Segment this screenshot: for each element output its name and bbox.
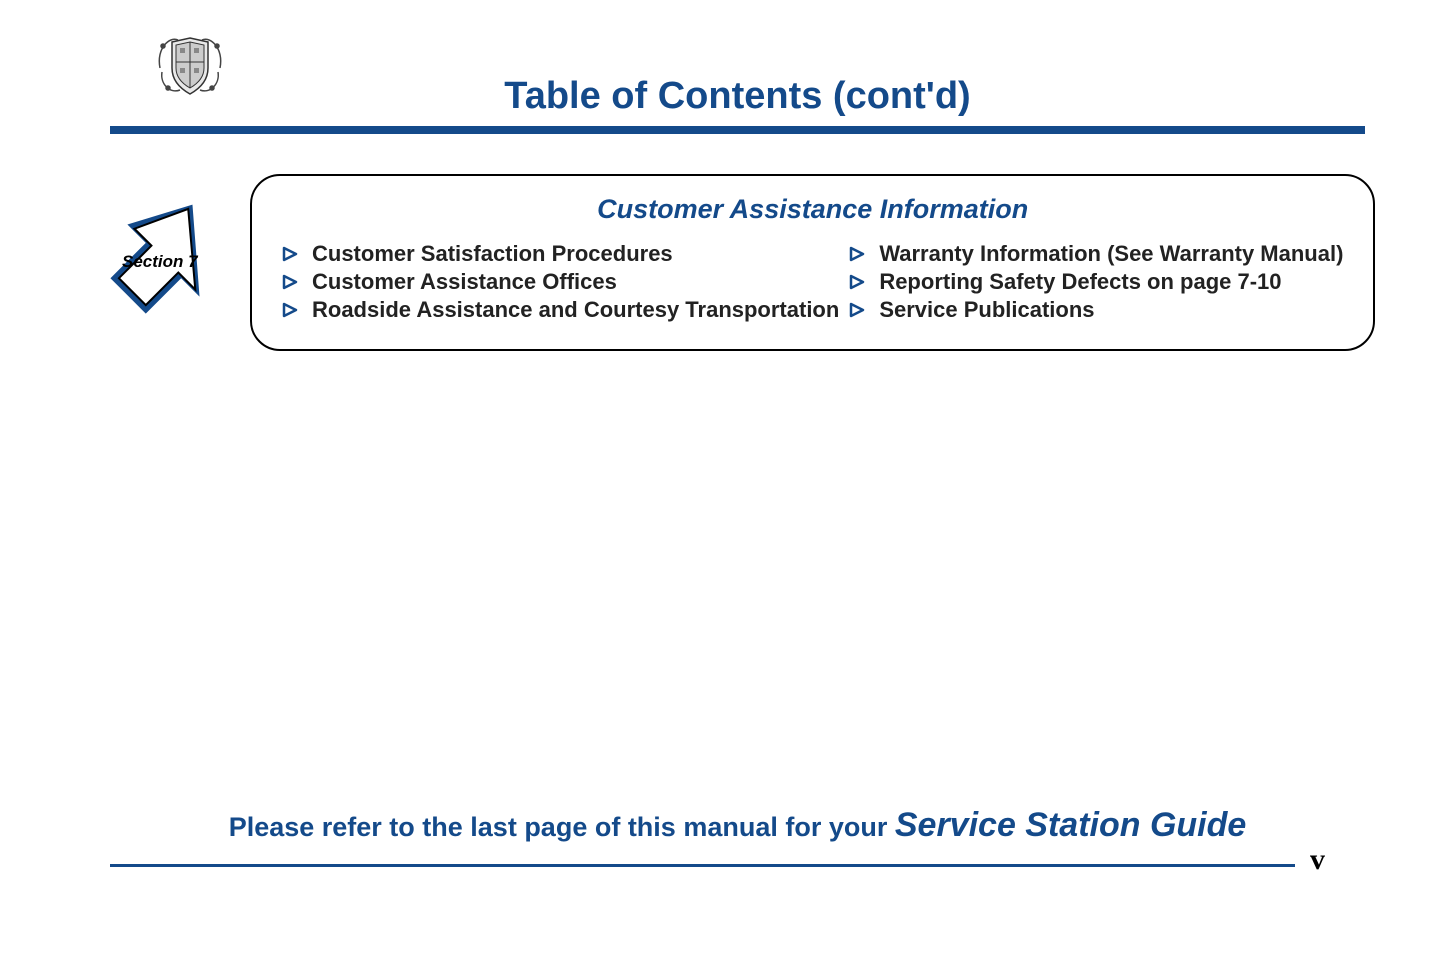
right-column: Warranty Information (See Warranty Manua… [849, 239, 1343, 325]
left-column: Customer Satisfaction Procedures Custome… [282, 239, 839, 325]
section-arrow: Section 7 [100, 194, 240, 334]
bullet-icon [282, 274, 300, 290]
toc-item-label: Service Publications [879, 297, 1094, 323]
brand-crest-icon [150, 28, 230, 113]
bullet-icon [849, 274, 867, 290]
footer-note: Please refer to the last page of this ma… [110, 806, 1365, 845]
section-box-title: Customer Assistance Information [282, 194, 1343, 225]
bullet-icon [282, 246, 300, 262]
section-columns: Customer Satisfaction Procedures Custome… [282, 239, 1343, 325]
toc-item-label: Customer Satisfaction Procedures [312, 241, 673, 267]
toc-item-label: Warranty Information (See Warranty Manua… [879, 241, 1343, 267]
toc-item[interactable]: Customer Satisfaction Procedures [282, 241, 839, 267]
page-header: Table of Contents (cont'd) [110, 20, 1365, 120]
footer-emphasis-text: Service Station Guide [895, 806, 1246, 844]
section-arrow-label: Section 7 [122, 252, 198, 272]
toc-item[interactable]: Service Publications [849, 297, 1343, 323]
page-title: Table of Contents (cont'd) [110, 20, 1365, 118]
bullet-icon [849, 302, 867, 318]
toc-item[interactable]: Reporting Safety Defects on page 7-10 [849, 269, 1343, 295]
section-box: Customer Assistance Information Customer… [250, 174, 1375, 351]
toc-item[interactable]: Roadside Assistance and Courtesy Transpo… [282, 297, 839, 323]
toc-item-label: Customer Assistance Offices [312, 269, 617, 295]
toc-item[interactable]: Warranty Information (See Warranty Manua… [849, 241, 1343, 267]
footer-rule [110, 864, 1295, 867]
footer-lead-text: Please refer to the last page of this ma… [229, 812, 895, 842]
bullet-icon [282, 302, 300, 318]
header-rule [110, 126, 1365, 134]
toc-item[interactable]: Customer Assistance Offices [282, 269, 839, 295]
section-row: Section 7 Customer Assistance Informatio… [110, 174, 1365, 351]
page-number: v [1310, 843, 1325, 877]
toc-item-label: Roadside Assistance and Courtesy Transpo… [312, 297, 839, 323]
toc-item-label: Reporting Safety Defects on page 7-10 [879, 269, 1281, 295]
bullet-icon [849, 246, 867, 262]
